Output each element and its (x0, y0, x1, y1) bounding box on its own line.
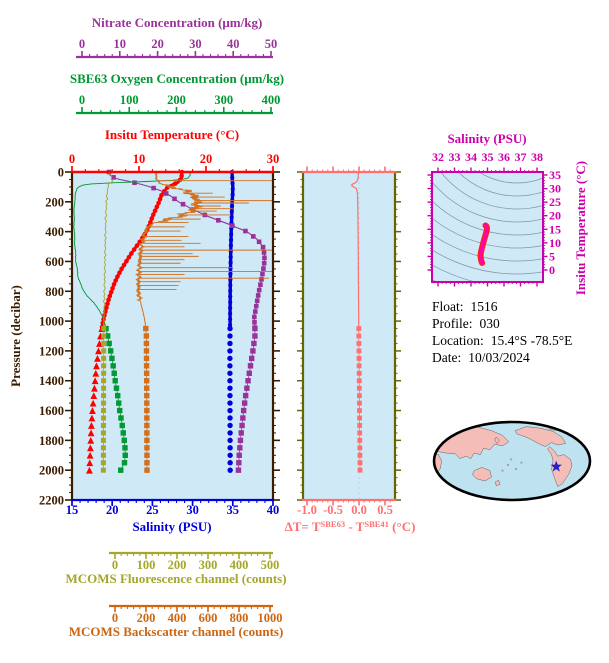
tick-label: -1.0 (297, 503, 317, 517)
date-line: Date: 10/03/2024 (432, 350, 530, 365)
tick-label: 20 (151, 37, 164, 51)
tick-label: 400 (230, 558, 249, 572)
tick-label: 1600 (39, 404, 64, 418)
pressure-axis-title: Pressure (decibar) (8, 285, 23, 387)
main-plot-axes: 0200400600800100012001400160018002000220… (39, 152, 280, 517)
tick-label: 30 (189, 37, 202, 51)
chart-layers: 0200400600800100012001400160018002000220… (39, 37, 592, 625)
tick-label: 300 (214, 93, 233, 107)
tick-label: 400 (168, 611, 187, 625)
tick-label: 25 (549, 195, 561, 209)
tick-label: 32 (432, 150, 444, 164)
tick-label: 30 (267, 152, 280, 166)
ts-salinity-axis-title: Salinity (PSU) (447, 131, 526, 146)
oxygen-axis-title: SBE63 Oxygen Concentration (μm/kg) (70, 71, 284, 86)
tick-label: -0.5 (323, 503, 343, 517)
continents (434, 423, 573, 487)
delta-t-axis-title: ΔT= TSBE63 - TSBE41 (°C) (285, 519, 416, 534)
location-line: Location: 15.4°S -78.5°E (432, 333, 572, 348)
map-outline (432, 420, 592, 502)
tick-label: 100 (120, 93, 139, 107)
tick-label: 10 (114, 37, 127, 51)
tick-label: 200 (137, 611, 156, 625)
tick-label: 200 (168, 558, 187, 572)
tick-label: 36 (498, 150, 510, 164)
tick-label: 37 (515, 150, 527, 164)
tick-label: 1400 (39, 374, 64, 388)
tick-label: 0 (79, 37, 85, 51)
tick-label: 500 (261, 558, 280, 572)
tick-label: 200 (45, 195, 64, 209)
temperature-axis-title: Insitu Temperature (°C) (105, 127, 239, 142)
tick-label: 10 (549, 236, 561, 250)
tick-label: 100 (137, 558, 156, 572)
tick-label: 33 (449, 150, 461, 164)
oxygen-profile-curve (73, 171, 192, 473)
tick-label: 0.5 (377, 503, 393, 517)
tick-label: 300 (199, 558, 218, 572)
plot-backgrounds (72, 172, 395, 500)
tick-label: 15 (549, 222, 561, 236)
tick-label: 50 (265, 37, 278, 51)
tick-label: 0 (69, 152, 75, 166)
tick-label: 600 (45, 255, 64, 269)
float-id-line: Float: 1516 (432, 299, 498, 314)
tick-label: 0 (549, 263, 555, 277)
tick-label: 2200 (39, 494, 64, 508)
tick-label: 800 (45, 285, 64, 299)
tick-label: 1000 (258, 611, 283, 625)
fluorescence-profile-curve (100, 171, 113, 473)
backscatter-profile-curve (135, 171, 273, 473)
ts-curve (479, 224, 489, 265)
tick-label: 35 (482, 150, 494, 164)
tick-label: 1200 (39, 344, 64, 358)
backscatter-axis-title: MCOMS Backscatter channel (counts) (69, 624, 284, 639)
tick-label: 0 (58, 166, 64, 180)
tick-label: 20 (200, 152, 213, 166)
tick-label: 2000 (39, 464, 64, 478)
salinity-axis-title: Salinity (PSU) (132, 519, 211, 534)
tick-label: 0.0 (351, 503, 367, 517)
tick-label: 400 (45, 225, 64, 239)
tick-label: 15 (66, 503, 79, 517)
tick-label: 1000 (39, 315, 64, 329)
tick-label: 20 (549, 209, 561, 223)
tick-label: 800 (230, 611, 249, 625)
tick-label: 200 (167, 93, 186, 107)
tick-label: 600 (199, 611, 218, 625)
tick-label: 10 (133, 152, 146, 166)
tick-label: 40 (227, 37, 240, 51)
tick-label: 34 (465, 150, 477, 164)
tick-label: 40 (267, 503, 280, 517)
tick-label: 25 (146, 503, 159, 517)
tick-label: 20 (106, 503, 119, 517)
tick-label: 30 (549, 182, 561, 196)
ts-temperature-axis-title: Insitu Temperature (°C) (573, 161, 588, 295)
tick-label: 35 (227, 503, 240, 517)
tick-label: 1800 (39, 434, 64, 448)
profile-number-line: Profile: 030 (432, 316, 500, 331)
tick-label: 5 (549, 249, 555, 263)
tick-label: 38 (531, 150, 543, 164)
float-location-star (550, 460, 562, 472)
tick-label: 35 (549, 168, 561, 182)
nitrate-axis-title: Nitrate Concentration (μm/kg) (92, 15, 263, 30)
fluorescence-axis-title: MCOMS Fluorescence channel (counts) (65, 571, 286, 586)
delta-t-panel: -1.0 -0.5 0.0 0.5 (297, 166, 401, 517)
density-contours (432, 172, 543, 282)
tick-label: 0 (112, 558, 118, 572)
world-map (432, 420, 592, 502)
profile-curves (73, 169, 273, 474)
tick-label: 0 (112, 611, 118, 625)
tick-label: 400 (262, 93, 281, 107)
tick-label: 0 (79, 93, 85, 107)
tick-label: 30 (186, 503, 199, 517)
